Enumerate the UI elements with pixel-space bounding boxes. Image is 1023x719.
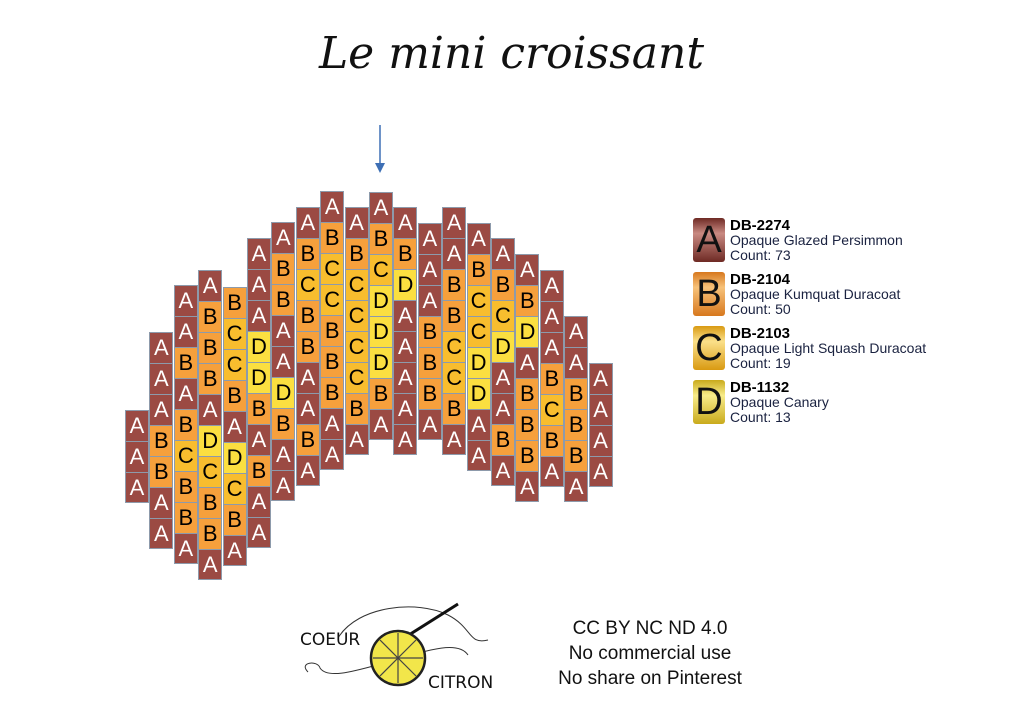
bead-column-background [125,410,149,503]
bead-column: AAABCBA [540,270,564,487]
bead-name: Opaque Glazed Persimmon [730,232,903,248]
bead-column-background [515,254,540,502]
bead-column: AAABBBA [418,223,442,440]
bead-code: DB-2103 [730,325,791,342]
bead-column: ABDABBBA [515,254,539,502]
bead-column: ABCBBAABA [296,207,320,486]
bead-column-background [393,207,418,455]
bead-column-background [198,270,223,580]
bead-column: ABCCBBBAA [320,191,344,470]
legend-text: DB-2274 Opaque Glazed Persimmon Count: 73 [730,218,903,263]
coeur-citron-logo: COEUR CITRON [300,602,493,693]
color-swatch: D [693,380,725,424]
bead-count: Count: 73 [730,247,791,263]
bead-column: ABDAAAAA [393,207,417,455]
bead-column: ABBAADBAA [271,222,295,501]
bead-column-background [271,222,296,501]
bead-column-background [247,238,271,548]
legend-text: DB-2103 Opaque Light Squash Duracoat Count… [730,326,926,371]
bead-column: AAA [125,410,149,503]
bead-column: ABCDAABA [491,238,515,486]
bead-code: DB-1132 [730,379,790,396]
color-swatch: B [693,272,725,316]
bead-name: Opaque Kumquat Duracoat [730,286,901,302]
bead-column: ABCCCCBA [345,207,369,455]
bead-column-background [369,192,393,440]
bead-column-background [564,316,589,502]
bead-column: ABCCDDAA [467,223,491,471]
bead-column-background [320,191,345,470]
bead-column: AABBCCBA [442,207,466,455]
bead-column-background [344,207,369,455]
bead-column-background [173,285,198,564]
bead-column-background [588,363,613,487]
logo-word-coeur: COEUR [300,630,360,650]
bead-column-background [491,238,515,486]
bead-column-background [539,270,564,487]
logo-word-citron: CITRON [428,673,493,693]
bead-column-background [295,207,320,486]
bead-column-background [222,287,247,566]
bead-code: DB-2104 [730,271,791,288]
bead-name: Opaque Light Squash Duracoat [730,340,927,356]
bead-code: DB-2274 [730,217,791,234]
bead-column: AAAA [589,363,613,487]
bead-column: ABBBADCBBA [198,270,222,580]
bead-column: ABCDDDBA [369,192,393,440]
bead-column-background [442,207,467,455]
bead-column: AABBBA [564,316,588,502]
bead-count: Count: 19 [730,355,791,371]
color-swatch: A [693,218,725,262]
bead-column: AABABCBBA [174,285,198,564]
bead-column-background [417,223,442,440]
license-line: No share on Pinterest [558,668,742,689]
page-title: Le mini croissant [318,28,705,79]
bead-column: AAABBAA [149,332,173,549]
bead-column: BCCBADCBA [223,287,247,566]
bead-count: Count: 13 [730,409,791,425]
legend-text: DB-2104 Opaque Kumquat Duracoat Count: 50 [730,272,900,317]
legend-text: DB-1132 Opaque Canary Count: 13 [730,380,829,425]
bead-name: Opaque Canary [730,394,829,410]
bead-count: Count: 50 [730,301,791,317]
license-line: No commercial use [568,643,732,664]
color-swatch: C [693,326,725,370]
bead-column: AAADDBABAA [247,238,271,548]
bead-column-background [466,223,491,471]
bead-column-background [149,332,174,549]
center-arrow-icon [375,125,385,173]
license-line: CC BY NC ND 4.0 [572,618,728,639]
license-notice: CC BY NC ND 4.0 No commercial use No sha… [520,616,780,691]
